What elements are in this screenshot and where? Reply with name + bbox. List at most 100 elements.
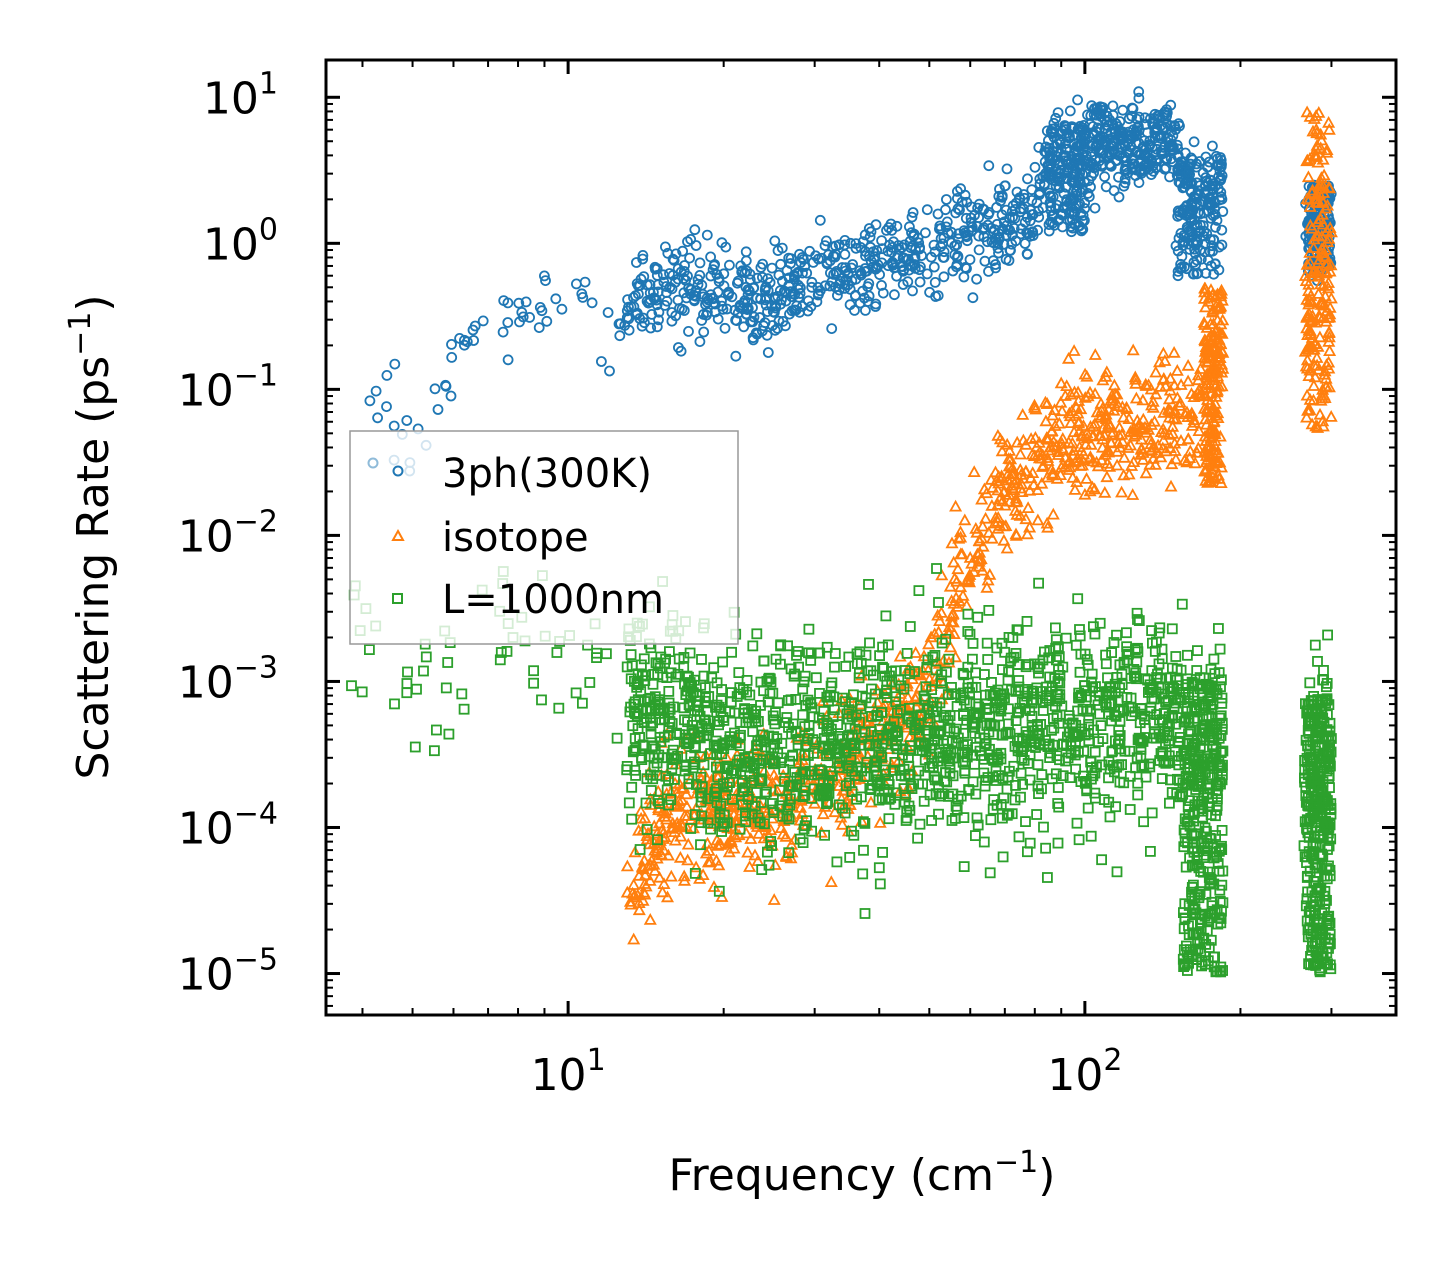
data-point-isotope bbox=[1323, 344, 1337, 357]
data-point-isotope bbox=[1024, 432, 1038, 444]
data-point-isotope bbox=[1198, 300, 1213, 313]
data-point-3ph bbox=[536, 305, 548, 317]
data-point-3ph bbox=[751, 328, 763, 340]
data-point-3ph bbox=[766, 300, 777, 312]
data-point-3ph bbox=[445, 390, 457, 402]
data-point-isotope bbox=[975, 563, 990, 576]
data-point-3ph bbox=[1200, 151, 1212, 163]
data-point-3ph bbox=[751, 272, 763, 284]
data-point-isotope bbox=[1088, 348, 1102, 360]
data-point-3ph bbox=[653, 306, 665, 318]
data-point-3ph bbox=[897, 279, 909, 290]
data-point-3ph bbox=[637, 253, 649, 265]
data-point-boundary bbox=[744, 689, 756, 701]
data-point-3ph bbox=[1060, 144, 1072, 155]
data-point-boundary bbox=[901, 648, 913, 659]
data-point-isotope bbox=[1198, 412, 1213, 425]
data-point-isotope bbox=[1309, 195, 1323, 208]
data-point-3ph bbox=[1059, 120, 1071, 131]
data-point-isotope bbox=[1094, 429, 1108, 441]
data-point-3ph bbox=[440, 379, 451, 391]
data-point-3ph bbox=[871, 245, 883, 256]
data-point-isotope bbox=[1132, 417, 1146, 430]
data-point-3ph bbox=[1208, 234, 1220, 246]
data-point-isotope bbox=[1070, 451, 1085, 464]
data-point-isotope bbox=[1319, 250, 1333, 263]
data-point-boundary bbox=[864, 637, 875, 649]
data-point-boundary bbox=[877, 847, 888, 858]
data-point-isotope bbox=[1156, 373, 1170, 385]
data-point-boundary bbox=[772, 697, 784, 709]
data-point-boundary bbox=[636, 659, 647, 671]
data-point-isotope bbox=[624, 897, 638, 910]
data-point-3ph bbox=[982, 236, 993, 248]
data-point-isotope bbox=[976, 519, 990, 532]
data-point-boundary bbox=[713, 885, 725, 897]
data-point-isotope bbox=[765, 811, 779, 824]
data-point-boundary bbox=[611, 732, 623, 744]
data-point-3ph bbox=[1107, 100, 1119, 112]
data-point-boundary bbox=[854, 646, 866, 658]
data-point-3ph bbox=[978, 222, 990, 234]
data-point-isotope bbox=[1031, 513, 1045, 526]
data-point-isotope bbox=[1209, 335, 1224, 347]
data-point-isotope bbox=[975, 531, 989, 544]
data-point-isotope bbox=[727, 808, 741, 820]
data-point-isotope bbox=[661, 848, 675, 861]
data-point-3ph bbox=[596, 356, 607, 367]
data-point-3ph bbox=[602, 307, 614, 318]
data-point-boundary bbox=[986, 677, 997, 688]
data-point-3ph bbox=[1099, 114, 1111, 126]
data-point-isotope bbox=[1198, 444, 1213, 457]
data-point-boundary bbox=[982, 654, 994, 665]
data-point-isotope bbox=[741, 845, 755, 858]
data-point-boundary bbox=[1086, 668, 1098, 680]
data-point-boundary bbox=[800, 739, 811, 751]
data-point-3ph bbox=[1133, 92, 1145, 104]
data-point-3ph bbox=[772, 290, 784, 302]
data-point-3ph bbox=[660, 241, 671, 253]
data-point-3ph bbox=[633, 288, 644, 300]
data-point-boundary bbox=[803, 623, 815, 635]
data-point-isotope bbox=[1093, 411, 1107, 423]
data-point-isotope bbox=[1041, 443, 1056, 456]
data-point-boundary bbox=[970, 830, 981, 841]
data-point-isotope bbox=[1321, 256, 1335, 269]
data-point-isotope bbox=[640, 829, 654, 841]
data-point-isotope bbox=[943, 640, 958, 653]
data-point-isotope bbox=[1139, 425, 1153, 438]
data-point-3ph bbox=[716, 295, 727, 307]
data-point-3ph bbox=[811, 296, 823, 308]
data-point-isotope bbox=[1096, 401, 1110, 414]
data-point-3ph bbox=[694, 336, 706, 348]
data-point-3ph bbox=[1126, 153, 1138, 165]
data-point-isotope bbox=[674, 829, 688, 842]
data-point-isotope bbox=[949, 499, 963, 512]
data-point-isotope bbox=[1054, 376, 1068, 389]
data-point-boundary bbox=[458, 703, 470, 715]
data-point-isotope bbox=[1322, 355, 1336, 368]
data-point-isotope bbox=[1039, 414, 1053, 427]
data-point-isotope bbox=[1013, 447, 1027, 460]
data-point-isotope bbox=[1319, 266, 1333, 279]
data-point-boundary bbox=[758, 655, 770, 667]
data-point-3ph bbox=[882, 260, 894, 272]
data-point-isotope bbox=[1013, 462, 1027, 475]
data-point-3ph bbox=[1000, 253, 1012, 265]
data-point-3ph bbox=[675, 345, 687, 357]
data-point-3ph bbox=[979, 255, 991, 267]
data-point-isotope bbox=[1202, 475, 1216, 488]
data-point-boundary bbox=[695, 839, 706, 851]
data-point-boundary bbox=[1014, 702, 1026, 714]
data-point-3ph bbox=[793, 283, 804, 295]
data-point-isotope bbox=[1100, 470, 1114, 483]
data-point-3ph bbox=[1055, 164, 1066, 176]
data-point-isotope bbox=[824, 875, 838, 887]
data-point-isotope bbox=[1145, 443, 1159, 456]
data-point-boundary bbox=[941, 735, 953, 746]
data-point-3ph bbox=[1064, 105, 1076, 117]
data-point-isotope bbox=[1317, 249, 1331, 262]
data-point-3ph bbox=[769, 324, 781, 336]
data-point-3ph bbox=[388, 420, 400, 432]
data-point-isotope bbox=[1181, 374, 1195, 387]
